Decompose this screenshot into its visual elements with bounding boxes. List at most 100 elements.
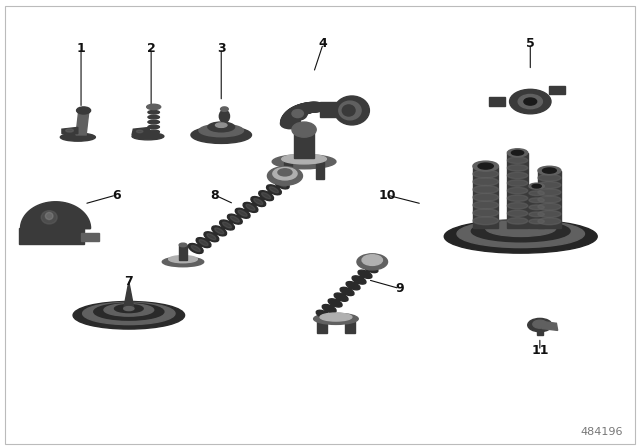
Ellipse shape (268, 167, 303, 185)
Ellipse shape (473, 209, 499, 217)
Ellipse shape (188, 244, 203, 254)
Polygon shape (345, 320, 355, 333)
Ellipse shape (243, 202, 258, 212)
Ellipse shape (148, 120, 159, 124)
Polygon shape (317, 320, 327, 333)
Ellipse shape (278, 169, 292, 176)
Ellipse shape (281, 117, 300, 127)
Text: 1: 1 (77, 42, 85, 55)
Text: 10: 10 (378, 189, 396, 202)
Ellipse shape (163, 257, 204, 267)
Ellipse shape (508, 195, 528, 202)
Ellipse shape (293, 105, 312, 114)
Ellipse shape (357, 254, 388, 270)
Ellipse shape (538, 218, 561, 225)
Ellipse shape (509, 89, 551, 114)
Ellipse shape (303, 102, 323, 112)
Ellipse shape (473, 185, 499, 194)
Ellipse shape (77, 107, 91, 114)
Ellipse shape (538, 181, 561, 189)
Ellipse shape (529, 198, 544, 202)
Ellipse shape (287, 108, 307, 117)
Ellipse shape (543, 168, 556, 173)
Polygon shape (179, 245, 187, 260)
Ellipse shape (358, 270, 372, 278)
Ellipse shape (305, 102, 324, 112)
Ellipse shape (334, 293, 348, 302)
Polygon shape (489, 97, 505, 106)
Ellipse shape (292, 110, 303, 117)
Ellipse shape (280, 119, 300, 129)
Ellipse shape (478, 163, 493, 169)
Ellipse shape (518, 95, 542, 109)
Ellipse shape (508, 202, 528, 209)
Ellipse shape (529, 205, 544, 210)
Ellipse shape (285, 109, 305, 119)
Ellipse shape (272, 155, 336, 169)
Ellipse shape (306, 102, 325, 112)
Polygon shape (294, 129, 314, 158)
Ellipse shape (262, 193, 271, 199)
Ellipse shape (281, 116, 300, 126)
Ellipse shape (328, 299, 342, 307)
Ellipse shape (302, 103, 321, 112)
Ellipse shape (340, 287, 354, 296)
Ellipse shape (301, 103, 319, 112)
Ellipse shape (473, 161, 499, 171)
Ellipse shape (292, 105, 311, 115)
Ellipse shape (508, 172, 528, 179)
Ellipse shape (529, 183, 544, 189)
Ellipse shape (221, 107, 228, 112)
Polygon shape (284, 162, 292, 180)
Ellipse shape (508, 210, 528, 216)
Ellipse shape (220, 220, 234, 230)
Ellipse shape (216, 123, 227, 127)
Ellipse shape (259, 191, 273, 201)
Ellipse shape (528, 319, 552, 332)
Ellipse shape (282, 154, 326, 164)
Ellipse shape (223, 222, 232, 228)
Ellipse shape (287, 108, 306, 118)
Polygon shape (124, 282, 134, 309)
Ellipse shape (191, 246, 200, 251)
Ellipse shape (533, 320, 547, 328)
Text: 8: 8 (211, 189, 219, 202)
Ellipse shape (320, 313, 352, 321)
Ellipse shape (60, 133, 95, 141)
Ellipse shape (191, 126, 252, 143)
Ellipse shape (212, 226, 227, 236)
Ellipse shape (292, 122, 316, 137)
Ellipse shape (289, 107, 308, 116)
Polygon shape (542, 322, 557, 331)
Ellipse shape (284, 111, 303, 121)
Polygon shape (529, 186, 544, 228)
Ellipse shape (508, 218, 528, 224)
Text: 9: 9 (396, 282, 404, 295)
Ellipse shape (352, 276, 366, 284)
Ellipse shape (273, 168, 297, 180)
Ellipse shape (147, 104, 161, 110)
Ellipse shape (532, 185, 541, 188)
Ellipse shape (254, 198, 263, 205)
Ellipse shape (220, 110, 230, 122)
Ellipse shape (124, 306, 134, 310)
Ellipse shape (508, 157, 528, 164)
Ellipse shape (294, 104, 313, 114)
Polygon shape (549, 86, 565, 94)
Ellipse shape (334, 96, 369, 125)
Polygon shape (537, 327, 543, 335)
Ellipse shape (316, 310, 330, 319)
Ellipse shape (230, 216, 239, 222)
Ellipse shape (508, 149, 528, 157)
Ellipse shape (132, 133, 164, 140)
Text: 484196: 484196 (580, 427, 623, 437)
Ellipse shape (94, 303, 164, 320)
Ellipse shape (275, 179, 289, 189)
Ellipse shape (296, 103, 316, 113)
Polygon shape (473, 166, 499, 228)
Ellipse shape (83, 302, 175, 325)
Ellipse shape (529, 219, 544, 224)
Ellipse shape (208, 122, 235, 132)
Polygon shape (62, 127, 78, 134)
Ellipse shape (266, 185, 282, 195)
